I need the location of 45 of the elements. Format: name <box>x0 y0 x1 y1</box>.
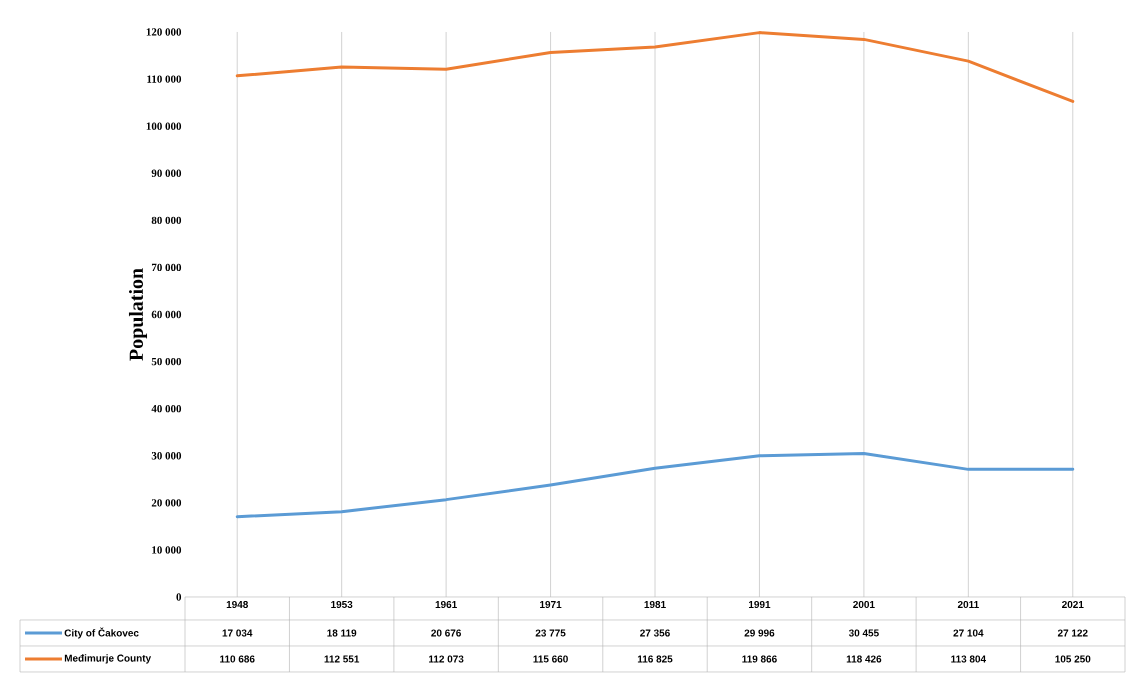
x-tick-label: 1961 <box>435 600 457 609</box>
x-tick-label: 1971 <box>540 600 562 609</box>
y-tick-label: 70 000 <box>151 263 182 272</box>
data-label: 27 104 <box>953 629 984 637</box>
x-tick-label: 2011 <box>957 600 979 609</box>
data-label: 112 551 <box>324 655 360 663</box>
data-label: 110 686 <box>220 655 255 663</box>
data-label: 119 866 <box>742 655 777 663</box>
y-tick-label: 0 <box>176 593 182 601</box>
legend-label: City of Čakovec <box>64 627 139 639</box>
x-tick-label: 1981 <box>644 600 666 609</box>
line-series <box>235 31 1075 103</box>
data-label: 27 356 <box>640 629 670 637</box>
y-tick-label: 100 000 <box>146 122 182 130</box>
data-label: 116 825 <box>637 655 673 663</box>
y-tick-label: 40 000 <box>151 404 182 413</box>
data-label: 18 119 <box>327 629 357 637</box>
y-tick-label: 110 000 <box>147 75 182 83</box>
y-tick-label: 80 000 <box>151 216 182 225</box>
y-tick-label: 30 000 <box>151 452 182 460</box>
data-label: 30 455 <box>848 629 879 637</box>
y-axis-title: Population <box>128 268 148 361</box>
data-label: 112 073 <box>429 655 464 663</box>
x-tick-label: 1948 <box>226 600 248 609</box>
line-series <box>235 452 1075 519</box>
y-tick-label: 60 000 <box>151 310 182 319</box>
y-tick-label: 20 000 <box>151 499 182 507</box>
x-tick-label: 1953 <box>331 600 353 609</box>
data-label: 20 676 <box>431 629 461 637</box>
data-label: 118 426 <box>846 655 882 663</box>
y-tick-label: 10 000 <box>152 546 182 554</box>
x-tick-label: 2001 <box>853 600 875 609</box>
data-label: 105 250 <box>1055 655 1091 663</box>
data-label: 17 034 <box>222 629 253 637</box>
data-label: 27 122 <box>1057 629 1088 637</box>
x-tick-label: 1991 <box>749 600 771 609</box>
data-label: 29 996 <box>744 629 775 637</box>
data-label: 23 775 <box>535 629 566 637</box>
y-tick-label: 120 000 <box>146 28 182 36</box>
y-tick-label: 90 000 <box>151 169 182 177</box>
x-tick-label: 2021 <box>1062 600 1084 609</box>
y-tick-label: 50 000 <box>151 357 182 366</box>
data-label: 115 660 <box>533 655 568 663</box>
legend-label: Međimurje County <box>64 654 152 664</box>
data-label: 113 804 <box>951 655 986 663</box>
